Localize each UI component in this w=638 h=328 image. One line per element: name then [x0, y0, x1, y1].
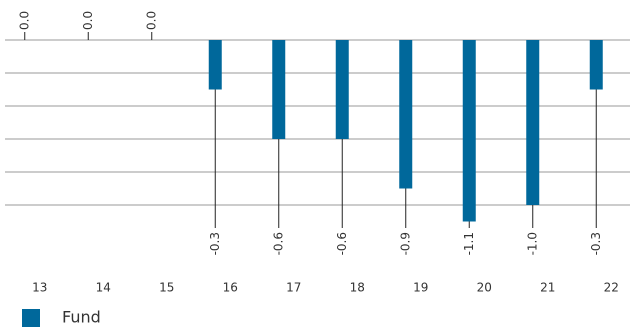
x-tick-label: 21: [540, 281, 555, 295]
value-label: -1.1: [462, 232, 476, 255]
x-tick-label: 20: [477, 281, 492, 295]
value-label: 0.0: [81, 11, 95, 30]
value-label: 0.0: [17, 11, 31, 30]
value-label: -0.6: [271, 232, 285, 255]
value-label: -0.3: [589, 232, 603, 255]
x-tick-label: 22: [604, 281, 619, 295]
bar: [462, 40, 476, 222]
x-tick-label: 17: [286, 281, 301, 295]
value-label: 0.0: [144, 11, 158, 30]
bar: [335, 40, 349, 139]
x-tick-label: 16: [223, 281, 238, 295]
legend-label: Fund: [62, 308, 101, 327]
value-label: -0.6: [335, 232, 349, 255]
value-label: -0.9: [398, 232, 412, 255]
value-label: -1.0: [525, 232, 539, 255]
x-tick-label: 15: [159, 281, 174, 295]
legend-swatch: [22, 309, 40, 327]
value-label: -0.3: [208, 232, 222, 255]
bar: [208, 40, 222, 90]
x-tick-label: 14: [96, 281, 111, 295]
bar: [526, 40, 540, 205]
bar: [272, 40, 286, 139]
bar: [589, 40, 603, 90]
x-tick-label: 13: [32, 281, 47, 295]
x-tick-label: 19: [413, 281, 428, 295]
bar: [399, 40, 413, 189]
x-tick-label: 18: [350, 281, 365, 295]
